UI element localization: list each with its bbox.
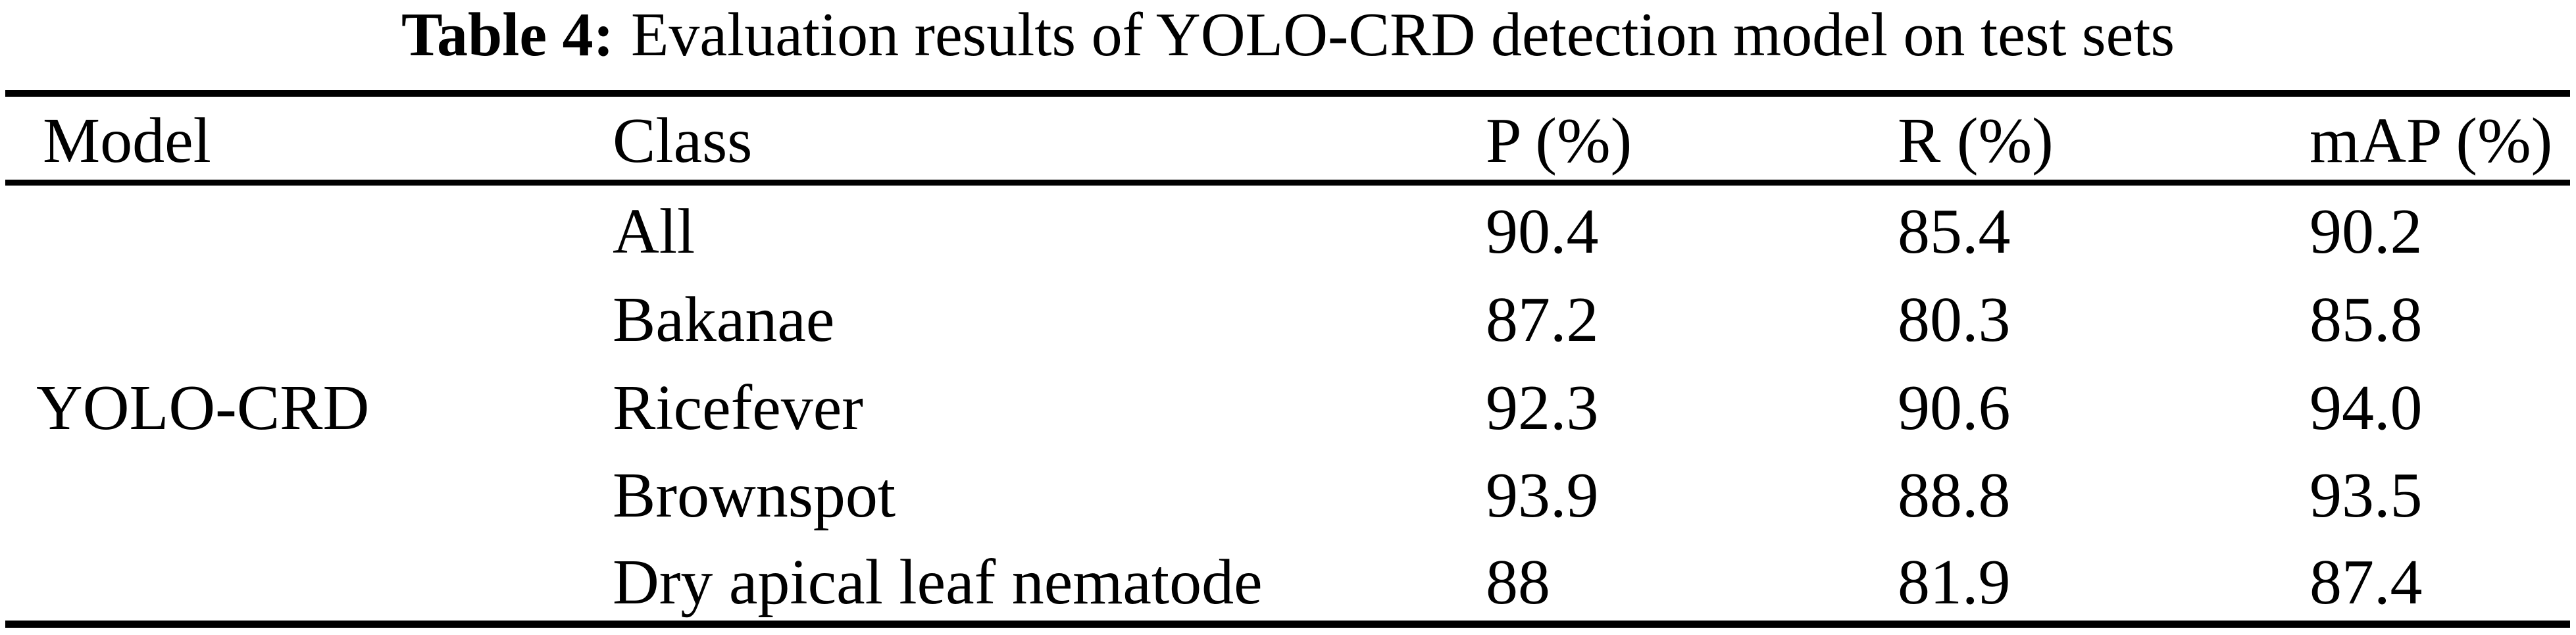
class-cell: Dry apical leaf nematode: [613, 547, 1263, 618]
table-caption-text: Evaluation results of YOLO-CRD detection…: [630, 1, 2175, 69]
recall-cell: 85.4: [1898, 196, 2011, 267]
map-cell: 85.8: [2310, 284, 2423, 355]
recall-cell: 88.8: [1898, 460, 2011, 531]
recall-cell: 81.9: [1898, 547, 2011, 618]
precision-cell: 92.3: [1486, 372, 1599, 444]
class-cell: Ricefever: [613, 372, 863, 444]
map-cell: 87.4: [2310, 547, 2423, 618]
recall-cell: 90.6: [1898, 372, 2011, 444]
table-top-rule: [5, 90, 2570, 97]
precision-cell: 87.2: [1486, 284, 1599, 355]
column-header-recall: R (%): [1898, 105, 2054, 176]
column-header-precision: P (%): [1486, 105, 1632, 176]
column-header-class: Class: [613, 105, 753, 176]
class-cell: Brownspot: [613, 460, 896, 531]
precision-cell: 88: [1486, 547, 1550, 618]
precision-cell: 93.9: [1486, 460, 1599, 531]
table-header-rule: [5, 180, 2570, 186]
recall-cell: 80.3: [1898, 284, 2011, 355]
class-cell: Bakanae: [613, 284, 835, 355]
table-caption: Table 4: Evaluation results of YOLO-CRD d…: [0, 1, 2576, 69]
precision-cell: 90.4: [1486, 196, 1599, 267]
table-bottom-rule: [5, 621, 2570, 628]
table-caption-label: Table 4:: [401, 1, 614, 69]
column-header-map: mAP (%): [2310, 105, 2553, 176]
map-cell: 94.0: [2310, 372, 2423, 444]
map-cell: 93.5: [2310, 460, 2423, 531]
map-cell: 90.2: [2310, 196, 2423, 267]
column-header-model: Model: [43, 105, 211, 176]
model-name-cell: YOLO-CRD: [36, 372, 370, 444]
class-cell: All: [613, 196, 695, 267]
